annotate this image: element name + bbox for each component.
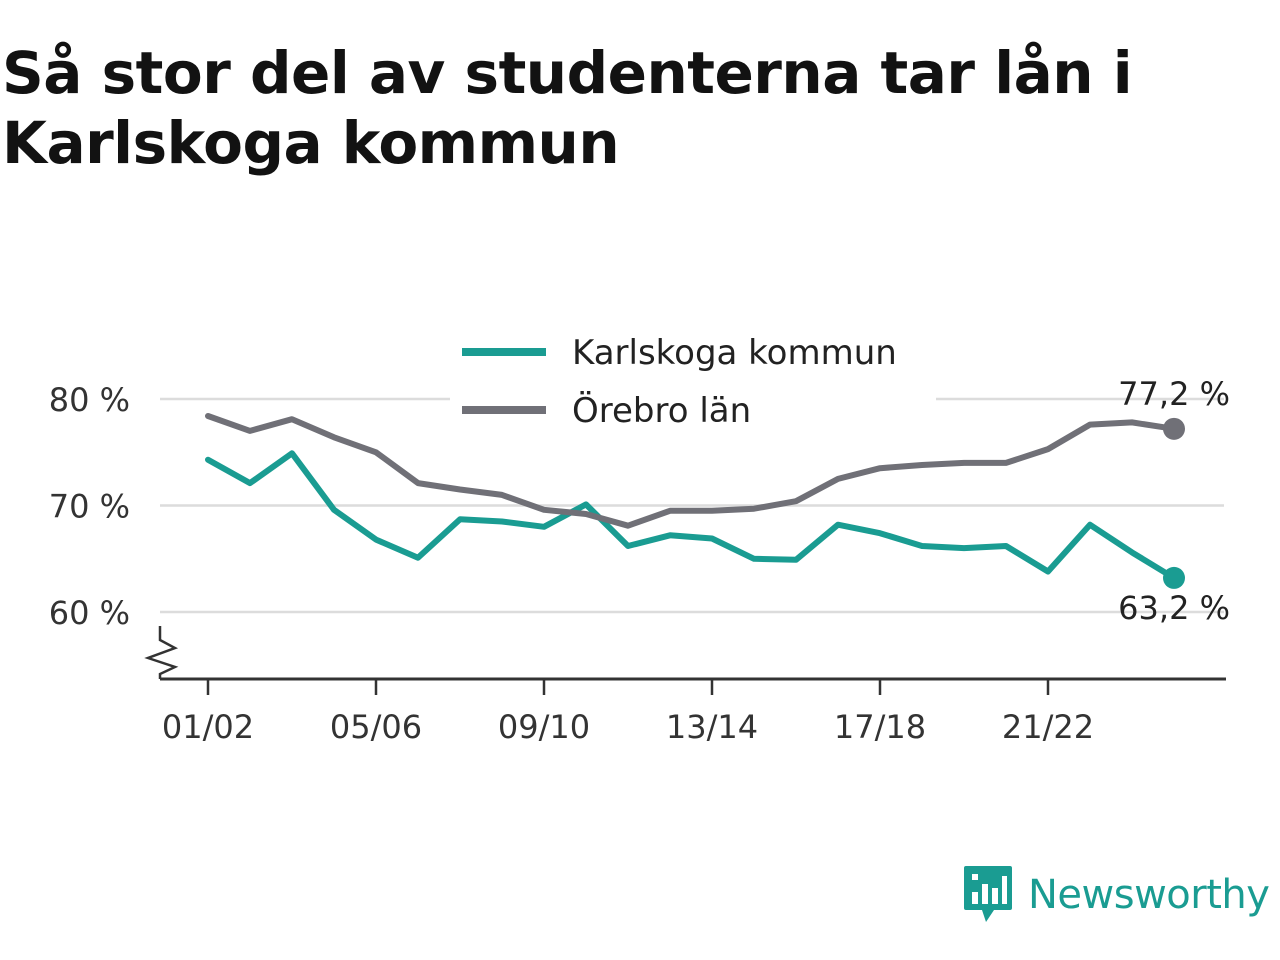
axes: 60 % 70 % 80 % 01/02 05/06 09/10 13/14 17/18 21/… [49,381,1226,746]
x-tick-label: 21/22 [1002,708,1094,746]
legend-label: Örebro län [572,390,751,431]
x-tick-label: 05/06 [330,708,422,746]
y-tick-label: 60 % [49,594,130,632]
series-lines: 63,2 % 77,2 % [205,375,1230,627]
data-label: 77,2 % [1118,375,1230,413]
x-tick-label: 09/10 [498,708,590,746]
x-tick-label: 17/18 [834,708,926,746]
y-tick-label: 80 % [49,381,130,419]
brand-name: Newsworthy [1028,872,1270,918]
newsworthy-logo-icon [964,866,1012,922]
x-tick-label: 01/02 [162,708,254,746]
series-line [205,450,1177,581]
legend-label: Karlskoga kommun [572,333,897,373]
y-tick-label: 70 % [49,488,130,526]
newsworthy-brand[interactable]: Newsworthy [962,862,1270,928]
series-end-point [1163,566,1185,589]
data-label: 63,2 % [1118,589,1230,627]
legend: Karlskoga kommun Örebro län [450,326,936,431]
series-end-point [1163,417,1185,440]
x-tick-label: 13/14 [666,708,758,746]
axis-break-marker [144,626,179,679]
chart-title: Så stor del av studenterna tar lån i Kar… [2,39,1133,177]
series-line [205,413,1177,529]
